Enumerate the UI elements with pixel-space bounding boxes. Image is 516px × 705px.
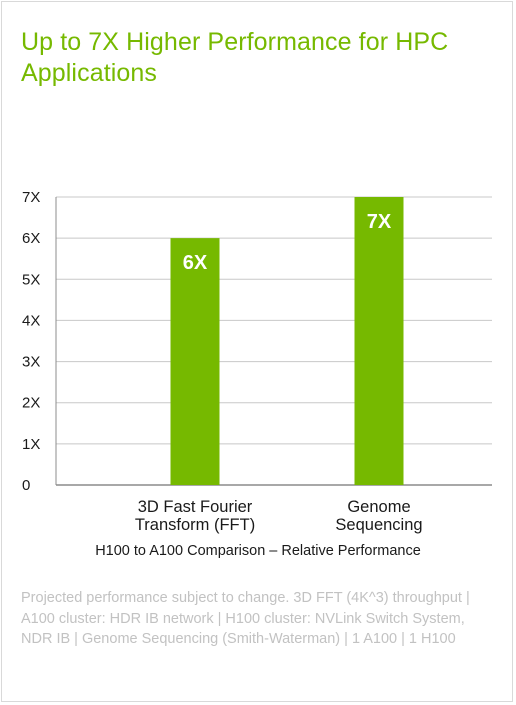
bar <box>170 238 220 485</box>
chart-title: Up to 7X Higher Performance for HPC Appl… <box>21 28 449 87</box>
y-tick-label: 3X <box>22 354 40 371</box>
x-tick-label: Genome <box>347 498 410 516</box>
data-label: 6X <box>183 252 208 274</box>
x-tick-label: Sequencing <box>335 516 422 534</box>
y-tick-label: 1X <box>22 436 40 453</box>
bars <box>170 197 404 485</box>
y-tick-label: 7X <box>22 189 40 206</box>
data-label: 7X <box>367 211 392 233</box>
y-tick-label: 6X <box>22 230 40 247</box>
y-tick-label: 5X <box>22 271 40 288</box>
y-tick-label: 0 <box>22 477 30 494</box>
x-tick-label: Transform (FFT) <box>135 516 255 534</box>
x-axis-label: H100 to A100 Comparison – Relative Perfo… <box>95 543 421 559</box>
labels: 0 1X 2X 3X 4X 5X 6X 7X 6X 3D Fast FourierTransfor… <box>22 189 423 534</box>
gridlines <box>55 196 492 486</box>
x-tick-label: 3D Fast Fourier <box>138 498 253 516</box>
y-tick-label: 2X <box>22 395 40 412</box>
y-tick-label: 4X <box>22 312 40 329</box>
bar <box>354 197 404 485</box>
footnote: Projected performance subject to change.… <box>21 590 470 647</box>
